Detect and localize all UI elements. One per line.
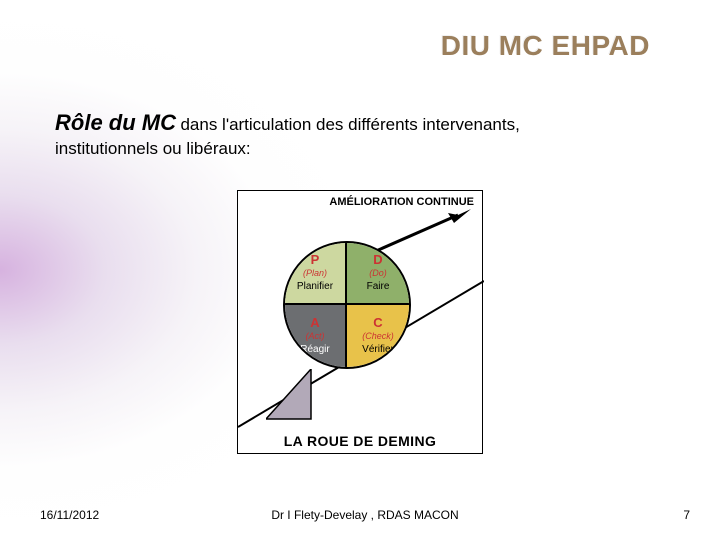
q-paren: (Check) [362, 331, 394, 341]
deming-wheel: P (Plan) Planifier D (Do) Faire A (Act) … [283, 241, 411, 369]
q-paren: (Do) [369, 268, 387, 278]
content-block: Rôle du MC dans l'articulation des diffé… [55, 110, 670, 159]
diagram-caption: LA ROUE DE DEMING [238, 433, 482, 449]
quadrant-plan: P (Plan) Planifier [285, 243, 347, 305]
q-paren: (Act) [306, 331, 325, 341]
footer-author: Dr I Flety-Develay , RDAS MACON [40, 508, 690, 522]
q-letter: A [310, 316, 319, 331]
content-title-line: Rôle du MC dans l'articulation des diffé… [55, 110, 670, 136]
quadrant-act: A (Act) Réagir [285, 305, 347, 367]
quadrant-do: D (Do) Faire [347, 243, 409, 305]
q-verb: Planifier [297, 281, 333, 293]
q-letter: D [373, 253, 382, 268]
q-paren: (Plan) [303, 268, 327, 278]
content-subtitle: institutionnels ou libéraux: [55, 139, 670, 159]
title-rest: dans l'articulation des différents inter… [180, 115, 519, 134]
q-verb: Vérifier [362, 344, 394, 356]
q-verb: Réagir [300, 344, 329, 356]
quadrant-check: C (Check) Vérifier [347, 305, 409, 367]
slide-header-title: DIU MC EHPAD [441, 30, 650, 62]
q-verb: Faire [367, 281, 390, 293]
title-strong: Rôle du MC [55, 110, 176, 135]
q-letter: P [311, 253, 320, 268]
slide-footer: 16/11/2012 Dr I Flety-Develay , RDAS MAC… [40, 508, 690, 522]
q-letter: C [373, 316, 382, 331]
deming-diagram: AMÉLIORATION CONTINUE P (Plan) Planifier… [237, 190, 483, 454]
wedge-icon [266, 369, 316, 424]
